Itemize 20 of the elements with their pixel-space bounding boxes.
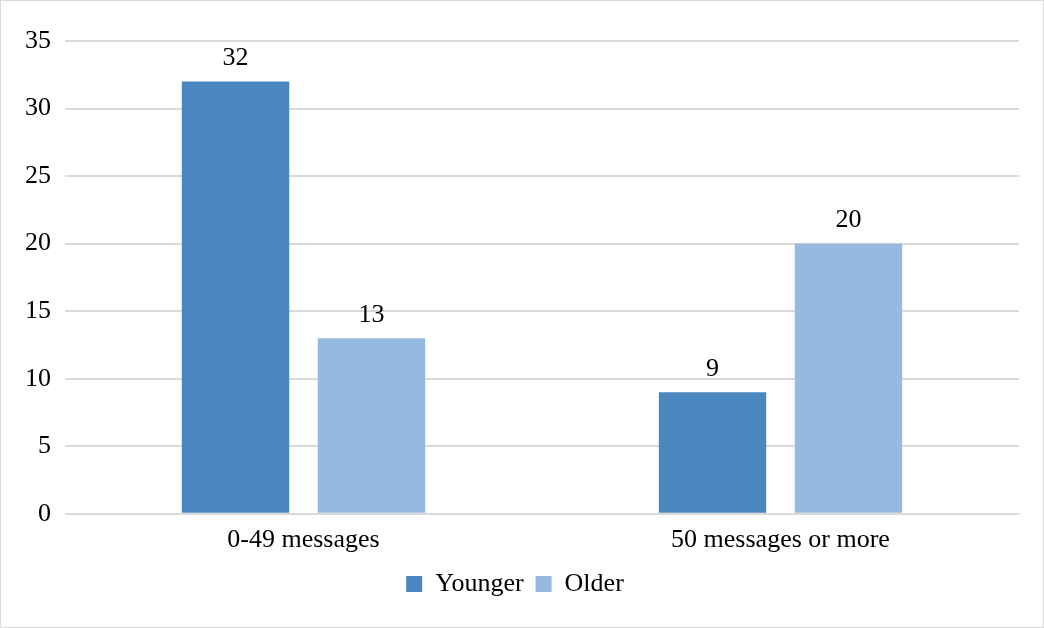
y-tick-label: 30 xyxy=(25,92,51,122)
bar xyxy=(794,243,903,513)
data-label: 13 xyxy=(358,299,385,329)
legend-label: Older xyxy=(564,567,625,597)
x-tick-label: 50 messages or more xyxy=(671,524,890,554)
data-label: 9 xyxy=(706,353,720,383)
bar xyxy=(181,81,290,513)
y-tick-label: 20 xyxy=(25,227,51,257)
y-tick-label: 0 xyxy=(38,497,51,527)
y-tick-label: 15 xyxy=(25,295,51,324)
bar xyxy=(658,392,767,513)
data-label: 32 xyxy=(222,42,249,72)
y-tick-label: 5 xyxy=(38,430,51,460)
data-label: 20 xyxy=(835,204,862,234)
y-tick-label: 10 xyxy=(25,362,51,392)
legend-label: Younger xyxy=(435,567,524,597)
y-tick-label: 25 xyxy=(25,159,51,189)
x-tick-label: 0-49 messages xyxy=(227,524,380,554)
bar xyxy=(317,338,426,513)
y-tick-label: 35 xyxy=(25,24,51,54)
